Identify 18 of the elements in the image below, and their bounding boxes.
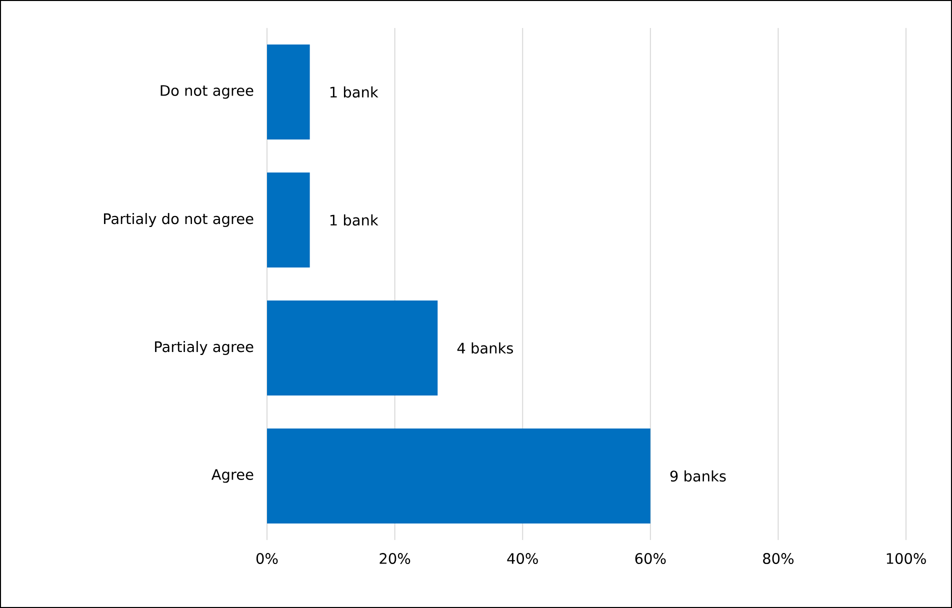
x-tick-label: 20% <box>380 553 410 564</box>
x-tick-label: 100% <box>886 553 926 564</box>
annotation: 1 bank <box>330 86 378 98</box>
y-tick-label: Partialy agree <box>155 340 254 356</box>
x-tick-label: 0% <box>256 553 278 564</box>
annotation: 4 banks <box>457 342 513 354</box>
y-tick-label: Partialy do not agree <box>104 212 254 228</box>
bar <box>267 172 310 268</box>
bar <box>267 428 650 524</box>
bar <box>267 300 438 396</box>
x-tick-label: 40% <box>507 553 538 564</box>
y-tick-label: Do not agree <box>160 85 254 99</box>
y-tick-label: Agree <box>211 469 254 483</box>
bar <box>267 44 310 140</box>
annotation: 9 banks <box>670 470 726 482</box>
x-tick-label: 80% <box>763 553 794 564</box>
x-tick-label: 60% <box>635 553 666 564</box>
annotation: 1 bank <box>330 214 378 226</box>
